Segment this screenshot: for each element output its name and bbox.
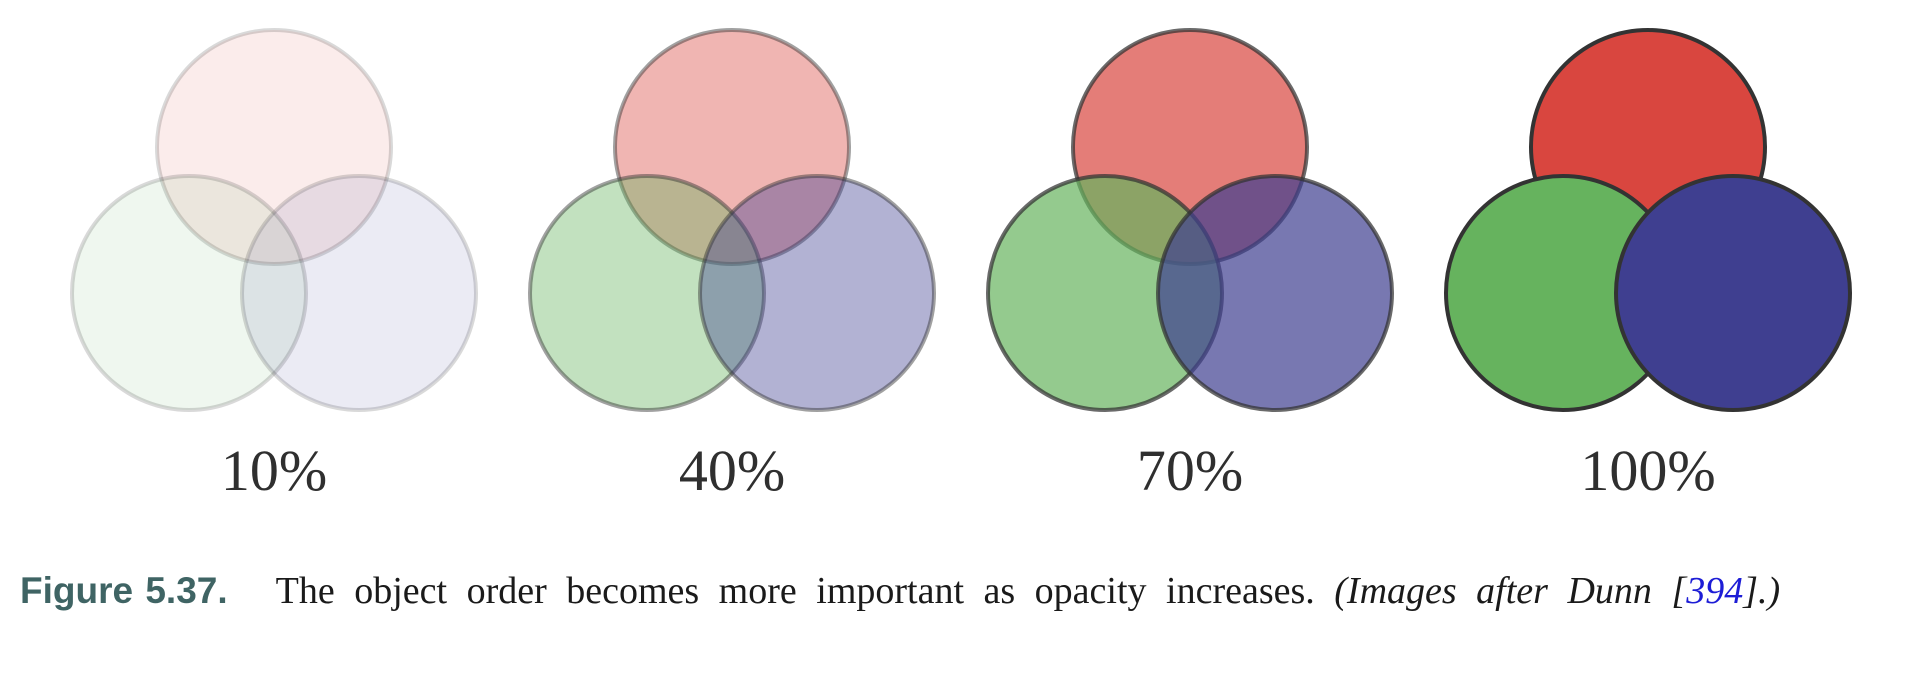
blue-circle bbox=[698, 174, 936, 412]
credit-close: ].) bbox=[1743, 570, 1781, 612]
opacity-label-100: 100% bbox=[1580, 438, 1716, 503]
opacity-label-40: 40% bbox=[678, 438, 786, 503]
credit-open: (Images after Dunn [ bbox=[1334, 570, 1687, 612]
opacity-label-70: 70% bbox=[1136, 438, 1244, 503]
figure-art bbox=[70, 28, 1852, 412]
figure-caption: Figure 5.37. The object order becomes mor… bbox=[20, 566, 1910, 616]
opacity-label-10: 10% bbox=[220, 438, 328, 503]
green-circle bbox=[70, 174, 308, 412]
caption-text: The object order becomes more important … bbox=[275, 570, 1315, 612]
green-circle bbox=[528, 174, 766, 412]
panel-40 bbox=[528, 28, 936, 412]
image-credit: (Images after Dunn [394].) bbox=[1334, 570, 1780, 612]
figure-number: Figure 5.37. bbox=[20, 570, 228, 611]
panel-10 bbox=[70, 28, 478, 412]
blue-circle bbox=[1156, 174, 1394, 412]
panel-70 bbox=[986, 28, 1394, 412]
blue-circle bbox=[240, 174, 478, 412]
citation-link[interactable]: 394 bbox=[1686, 570, 1744, 612]
red-circle bbox=[155, 28, 393, 266]
red-circle bbox=[613, 28, 851, 266]
blue-circle bbox=[1614, 174, 1852, 412]
panel-100 bbox=[1444, 28, 1852, 412]
